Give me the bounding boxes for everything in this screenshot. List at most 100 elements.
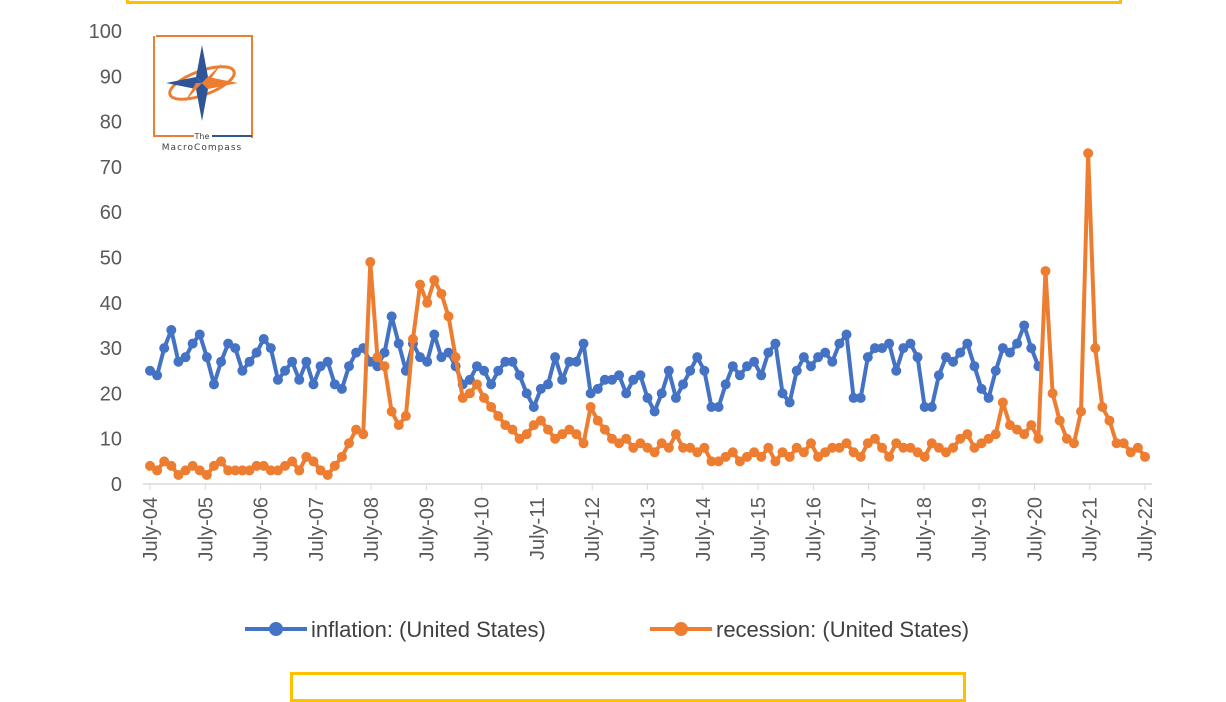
data-point [834, 338, 845, 349]
data-point [763, 442, 774, 453]
data-point [258, 334, 269, 345]
data-point [621, 388, 632, 399]
data-point [997, 343, 1008, 354]
data-point [763, 347, 774, 358]
data-point [756, 451, 767, 462]
data-point [521, 429, 532, 440]
data-point [415, 279, 426, 290]
x-tick-label: July-07 [306, 497, 328, 561]
data-point [336, 451, 347, 462]
data-point [912, 447, 923, 458]
x-tick-label: July-12 [582, 497, 604, 561]
data-point [614, 438, 625, 449]
data-point [948, 356, 959, 367]
y-tick-label: 70 [100, 157, 122, 179]
x-tick-label: July-18 [914, 497, 936, 561]
series-line [148, 314, 1041, 414]
data-point [471, 379, 482, 390]
y-tick-label: 50 [100, 248, 122, 270]
x-tick-label: July-08 [361, 497, 383, 561]
data-point [379, 361, 390, 372]
x-axis: July-04 July-05 July-06 July-07 July-08 July-… [140, 484, 1157, 561]
data-point [898, 343, 909, 354]
data-point [272, 374, 283, 385]
data-point [528, 401, 539, 412]
data-point [1047, 388, 1058, 399]
data-point [166, 460, 177, 471]
data-point [372, 361, 383, 372]
data-point [280, 460, 291, 471]
data-point [166, 324, 177, 335]
data-point [777, 447, 788, 458]
data-point [344, 361, 354, 372]
data-point [599, 424, 610, 435]
data-point [244, 356, 255, 367]
data-point [713, 456, 724, 467]
data-point [656, 438, 667, 449]
data-point [187, 338, 198, 349]
top-banner-frame [126, 0, 1122, 4]
data-point [571, 429, 582, 440]
data-point [1132, 442, 1143, 453]
x-tick-label: July-05 [195, 497, 217, 561]
data-point [820, 347, 831, 358]
data-point [1019, 320, 1030, 331]
data-point [557, 429, 568, 440]
data-point [784, 451, 795, 462]
data-point [649, 406, 660, 417]
data-point [308, 379, 319, 390]
data-point [770, 456, 781, 467]
data-point [884, 338, 895, 349]
data-point [692, 352, 703, 363]
data-point [862, 352, 873, 363]
data-point [678, 379, 689, 390]
data-point [578, 438, 589, 449]
data-point [507, 356, 518, 367]
data-point [685, 365, 696, 376]
data-point [905, 338, 916, 349]
data-point [557, 374, 568, 385]
data-point [180, 465, 191, 476]
data-point [1061, 433, 1072, 444]
data-point [258, 460, 269, 471]
data-point [550, 433, 561, 444]
x-tick-label: July-15 [748, 497, 770, 561]
data-point [152, 465, 163, 476]
data-point [813, 451, 824, 462]
data-point [564, 356, 575, 367]
legend: inflation: (United States) recession: (Un… [245, 617, 969, 642]
data-point [699, 442, 710, 453]
data-point [287, 356, 298, 367]
data-point [855, 392, 866, 403]
data-point [386, 311, 397, 322]
data-point [1140, 451, 1150, 462]
x-tick-label: July-16 [803, 497, 825, 561]
series-inflation [145, 311, 1044, 417]
data-point [592, 383, 603, 394]
data-point [912, 352, 923, 363]
data-point [1033, 433, 1044, 444]
data-point [905, 442, 916, 453]
data-point [1019, 429, 1030, 440]
data-point [933, 370, 944, 381]
data-point [194, 465, 205, 476]
series-line [148, 151, 1147, 477]
data-point [329, 379, 340, 390]
y-tick-label: 90 [100, 66, 122, 88]
data-point [543, 379, 553, 390]
data-point [457, 392, 468, 403]
data-point [230, 343, 241, 354]
data-point [898, 442, 909, 453]
data-point [322, 356, 333, 367]
data-point [678, 442, 689, 453]
data-point [464, 374, 475, 385]
data-point [308, 456, 319, 467]
data-point [592, 415, 603, 426]
data-point [941, 447, 951, 458]
data-point [407, 334, 418, 345]
data-point [599, 374, 610, 385]
data-point [670, 392, 681, 403]
data-point [272, 465, 283, 476]
data-point [742, 451, 752, 462]
data-point [173, 469, 184, 480]
